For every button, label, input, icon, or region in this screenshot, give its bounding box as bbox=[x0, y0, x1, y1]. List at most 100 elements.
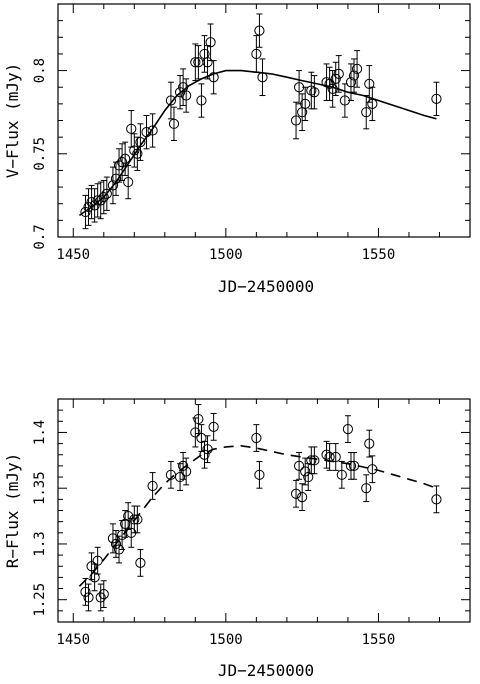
r-flux-x-axis-label: JD−2450000 bbox=[218, 661, 314, 680]
v-flux-data-point bbox=[348, 70, 360, 81]
r-flux-data-point bbox=[336, 469, 347, 480]
r-flux-y-tick-label: 1.4 bbox=[32, 420, 48, 445]
v-flux-data-point bbox=[309, 87, 320, 98]
v-flux-data-point bbox=[135, 137, 146, 148]
v-flux-x-axis-label: JD−2450000 bbox=[218, 277, 314, 296]
r-flux-y-tick-label: 1.35 bbox=[32, 471, 48, 505]
v-flux-data-point bbox=[196, 95, 207, 106]
r-flux-data-point bbox=[251, 432, 262, 444]
r-flux-data-point bbox=[330, 451, 341, 463]
r-flux-data-point bbox=[208, 421, 219, 432]
v-flux-data-point bbox=[364, 78, 375, 89]
v-flux-data-point bbox=[141, 127, 152, 138]
r-flux-data-point bbox=[98, 589, 109, 600]
v-flux-data-point bbox=[129, 145, 140, 156]
v-flux-data-point bbox=[168, 118, 180, 129]
r-flux-data-point bbox=[342, 424, 354, 435]
v-flux-x-tick-label: 1450 bbox=[56, 247, 90, 263]
r-flux-x-tick-label: 1500 bbox=[209, 632, 243, 648]
r-flux-data-point bbox=[254, 469, 265, 480]
v-flux-data-point bbox=[361, 107, 372, 118]
r-flux-data-point bbox=[309, 455, 320, 466]
v-flux-data-point bbox=[132, 148, 143, 159]
v-flux-y-tick-label: 0.8 bbox=[32, 58, 48, 83]
r-flux-data-point bbox=[83, 592, 94, 603]
v-flux-data-point bbox=[92, 195, 103, 206]
r-flux-data-point bbox=[86, 561, 97, 572]
v-flux-data-point bbox=[306, 85, 317, 96]
v-flux-y-tick-label: 0.7 bbox=[32, 224, 48, 249]
r-flux-y-tick-label: 1.25 bbox=[32, 583, 48, 617]
v-flux-data-point bbox=[116, 157, 128, 168]
r-flux-data-point bbox=[178, 460, 189, 471]
r-flux-data-point bbox=[80, 586, 91, 597]
r-flux-data-point bbox=[132, 514, 143, 525]
v-flux-data-point bbox=[147, 125, 158, 136]
r-flux-data-point bbox=[202, 444, 213, 455]
r-flux-data-point bbox=[107, 533, 119, 544]
v-flux-data-point bbox=[202, 57, 213, 68]
r-flux-data-point bbox=[306, 455, 317, 466]
r-flux-data-point bbox=[324, 451, 335, 463]
v-flux-data-point bbox=[101, 188, 112, 199]
r-flux-data-point bbox=[431, 494, 442, 505]
v-flux-data-point bbox=[165, 95, 177, 106]
v-flux-data-point bbox=[367, 98, 378, 109]
r-flux-data-point bbox=[196, 432, 207, 444]
v-flux-y-axis-label: V−Flux (mJy) bbox=[3, 63, 22, 179]
v-flux-data-point bbox=[324, 78, 335, 89]
v-flux-data-point bbox=[345, 77, 357, 88]
v-flux-data-point bbox=[80, 206, 91, 218]
r-flux-data-point bbox=[123, 510, 134, 522]
v-flux-data-point bbox=[330, 73, 341, 84]
r-flux-data-point bbox=[147, 480, 158, 492]
v-flux-data-point bbox=[89, 200, 100, 211]
v-flux-model-curve bbox=[78, 69, 437, 217]
r-flux-data-point bbox=[300, 466, 311, 477]
r-flux-y-axis-label: R−Flux (mJy) bbox=[3, 453, 22, 569]
r-flux-data-point bbox=[361, 483, 372, 494]
r-flux-data-point bbox=[290, 488, 302, 499]
v-flux-data-point bbox=[333, 68, 344, 80]
v-flux-data-point bbox=[257, 72, 268, 83]
v-flux-data-point bbox=[181, 90, 192, 101]
r-flux-data-point bbox=[293, 460, 305, 471]
r-flux-data-point bbox=[181, 466, 192, 477]
r-flux-data-point bbox=[110, 538, 122, 550]
r-flux-data-point bbox=[345, 460, 357, 471]
v-flux-data-point bbox=[83, 201, 94, 213]
r-flux-data-point bbox=[297, 492, 308, 503]
v-flux-data-point bbox=[98, 191, 109, 203]
v-flux-data-point bbox=[208, 72, 219, 83]
v-flux-data-point bbox=[113, 160, 125, 171]
v-flux-data-point bbox=[300, 98, 311, 109]
r-flux-data-point bbox=[364, 438, 375, 449]
r-flux-data-point bbox=[92, 555, 103, 566]
r-flux-data-point bbox=[367, 464, 378, 475]
r-flux-data-point bbox=[348, 460, 360, 471]
r-flux-model-curve bbox=[78, 444, 437, 587]
v-flux-data-point bbox=[290, 115, 302, 126]
v-flux-data-point bbox=[351, 63, 363, 75]
r-flux-data-point bbox=[193, 413, 204, 425]
r-flux-data-point bbox=[174, 471, 186, 483]
v-flux-data-point bbox=[254, 25, 265, 36]
r-flux-data-point bbox=[190, 427, 201, 438]
r-flux-x-tick-label: 1550 bbox=[362, 632, 396, 648]
v-flux-data-point bbox=[123, 176, 134, 188]
r-flux-data-point bbox=[135, 557, 146, 569]
r-flux-data-point bbox=[95, 592, 106, 603]
r-flux-data-point bbox=[303, 471, 314, 483]
v-flux-data-point bbox=[107, 180, 119, 191]
r-flux-data-point bbox=[89, 572, 100, 583]
v-flux-data-point bbox=[126, 123, 137, 134]
r-flux-y-tick-label: 1.3 bbox=[32, 531, 48, 556]
v-flux-x-tick-label: 1500 bbox=[209, 247, 243, 263]
v-flux-data-point bbox=[120, 153, 131, 164]
v-flux-data-point bbox=[174, 87, 186, 98]
v-flux-plot-frame bbox=[57, 3, 471, 238]
v-flux-data-point bbox=[251, 48, 262, 60]
v-flux-data-point bbox=[95, 195, 106, 206]
v-flux-data-point bbox=[321, 77, 332, 88]
